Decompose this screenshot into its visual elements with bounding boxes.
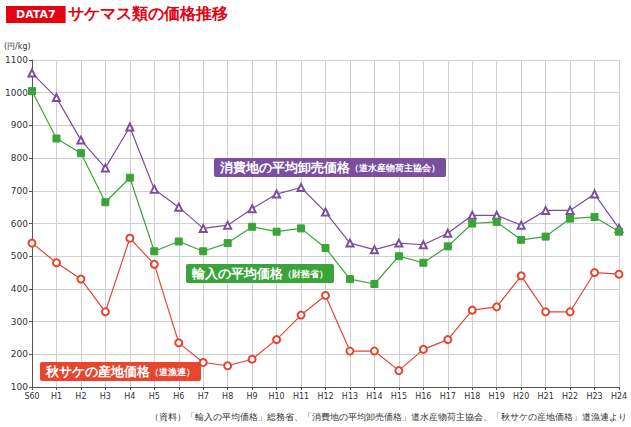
svg-text:400: 400	[11, 284, 28, 294]
svg-text:（資料）「輸入の平均価格」総務省、「消費地の平均卸売価格」道: （資料）「輸入の平均価格」総務省、「消費地の平均卸売価格」道水産物荷主協会、「秋…	[150, 412, 627, 422]
svg-text:300: 300	[11, 317, 28, 327]
svg-text:H16: H16	[415, 392, 431, 401]
svg-text:H10: H10	[268, 392, 284, 401]
svg-text:（財務省）: （財務省）	[283, 269, 328, 279]
svg-text:H22: H22	[562, 392, 578, 401]
svg-text:H11: H11	[293, 392, 309, 401]
svg-text:H24: H24	[611, 392, 627, 401]
svg-text:H21: H21	[538, 392, 554, 401]
svg-text:1100: 1100	[5, 55, 28, 65]
svg-text:H12: H12	[317, 392, 333, 401]
svg-text:消費地の平均卸売価格: 消費地の平均卸売価格	[219, 160, 351, 175]
svg-text:H5: H5	[149, 392, 160, 401]
svg-text:H19: H19	[489, 392, 505, 401]
svg-text:(円/kg): (円/kg)	[4, 42, 31, 51]
svg-text:H20: H20	[513, 392, 529, 401]
svg-text:H14: H14	[366, 392, 382, 401]
svg-text:600: 600	[11, 219, 28, 229]
svg-text:（道漁連）: （道漁連）	[150, 367, 195, 377]
svg-text:H6: H6	[173, 392, 184, 401]
svg-text:1000: 1000	[5, 88, 28, 98]
svg-text:H8: H8	[222, 392, 233, 401]
svg-text:H9: H9	[247, 392, 258, 401]
svg-text:H2: H2	[75, 392, 86, 401]
svg-text:500: 500	[11, 251, 28, 261]
svg-text:100: 100	[11, 382, 28, 392]
svg-text:200: 200	[11, 349, 28, 359]
svg-text:H3: H3	[100, 392, 111, 401]
svg-text:H13: H13	[342, 392, 358, 401]
svg-text:700: 700	[11, 186, 28, 196]
svg-text:サケマス類の価格推移: サケマス類の価格推移	[68, 4, 228, 23]
svg-text:H1: H1	[51, 392, 62, 401]
svg-text:H23: H23	[586, 392, 602, 401]
svg-text:H4: H4	[124, 392, 135, 401]
svg-text:H7: H7	[198, 392, 209, 401]
svg-text:900: 900	[11, 120, 28, 130]
svg-text:DATA7: DATA7	[16, 8, 56, 21]
svg-text:H15: H15	[391, 392, 407, 401]
svg-text:S60: S60	[24, 392, 39, 401]
svg-text:H17: H17	[440, 392, 456, 401]
svg-text:（道水産物荷主協会）: （道水産物荷主協会）	[350, 163, 440, 173]
svg-text:800: 800	[11, 153, 28, 163]
svg-text:秋サケの産地価格: 秋サケの産地価格	[45, 364, 151, 379]
svg-text:輸入の平均価格: 輸入の平均価格	[191, 266, 284, 281]
svg-text:H18: H18	[464, 392, 480, 401]
